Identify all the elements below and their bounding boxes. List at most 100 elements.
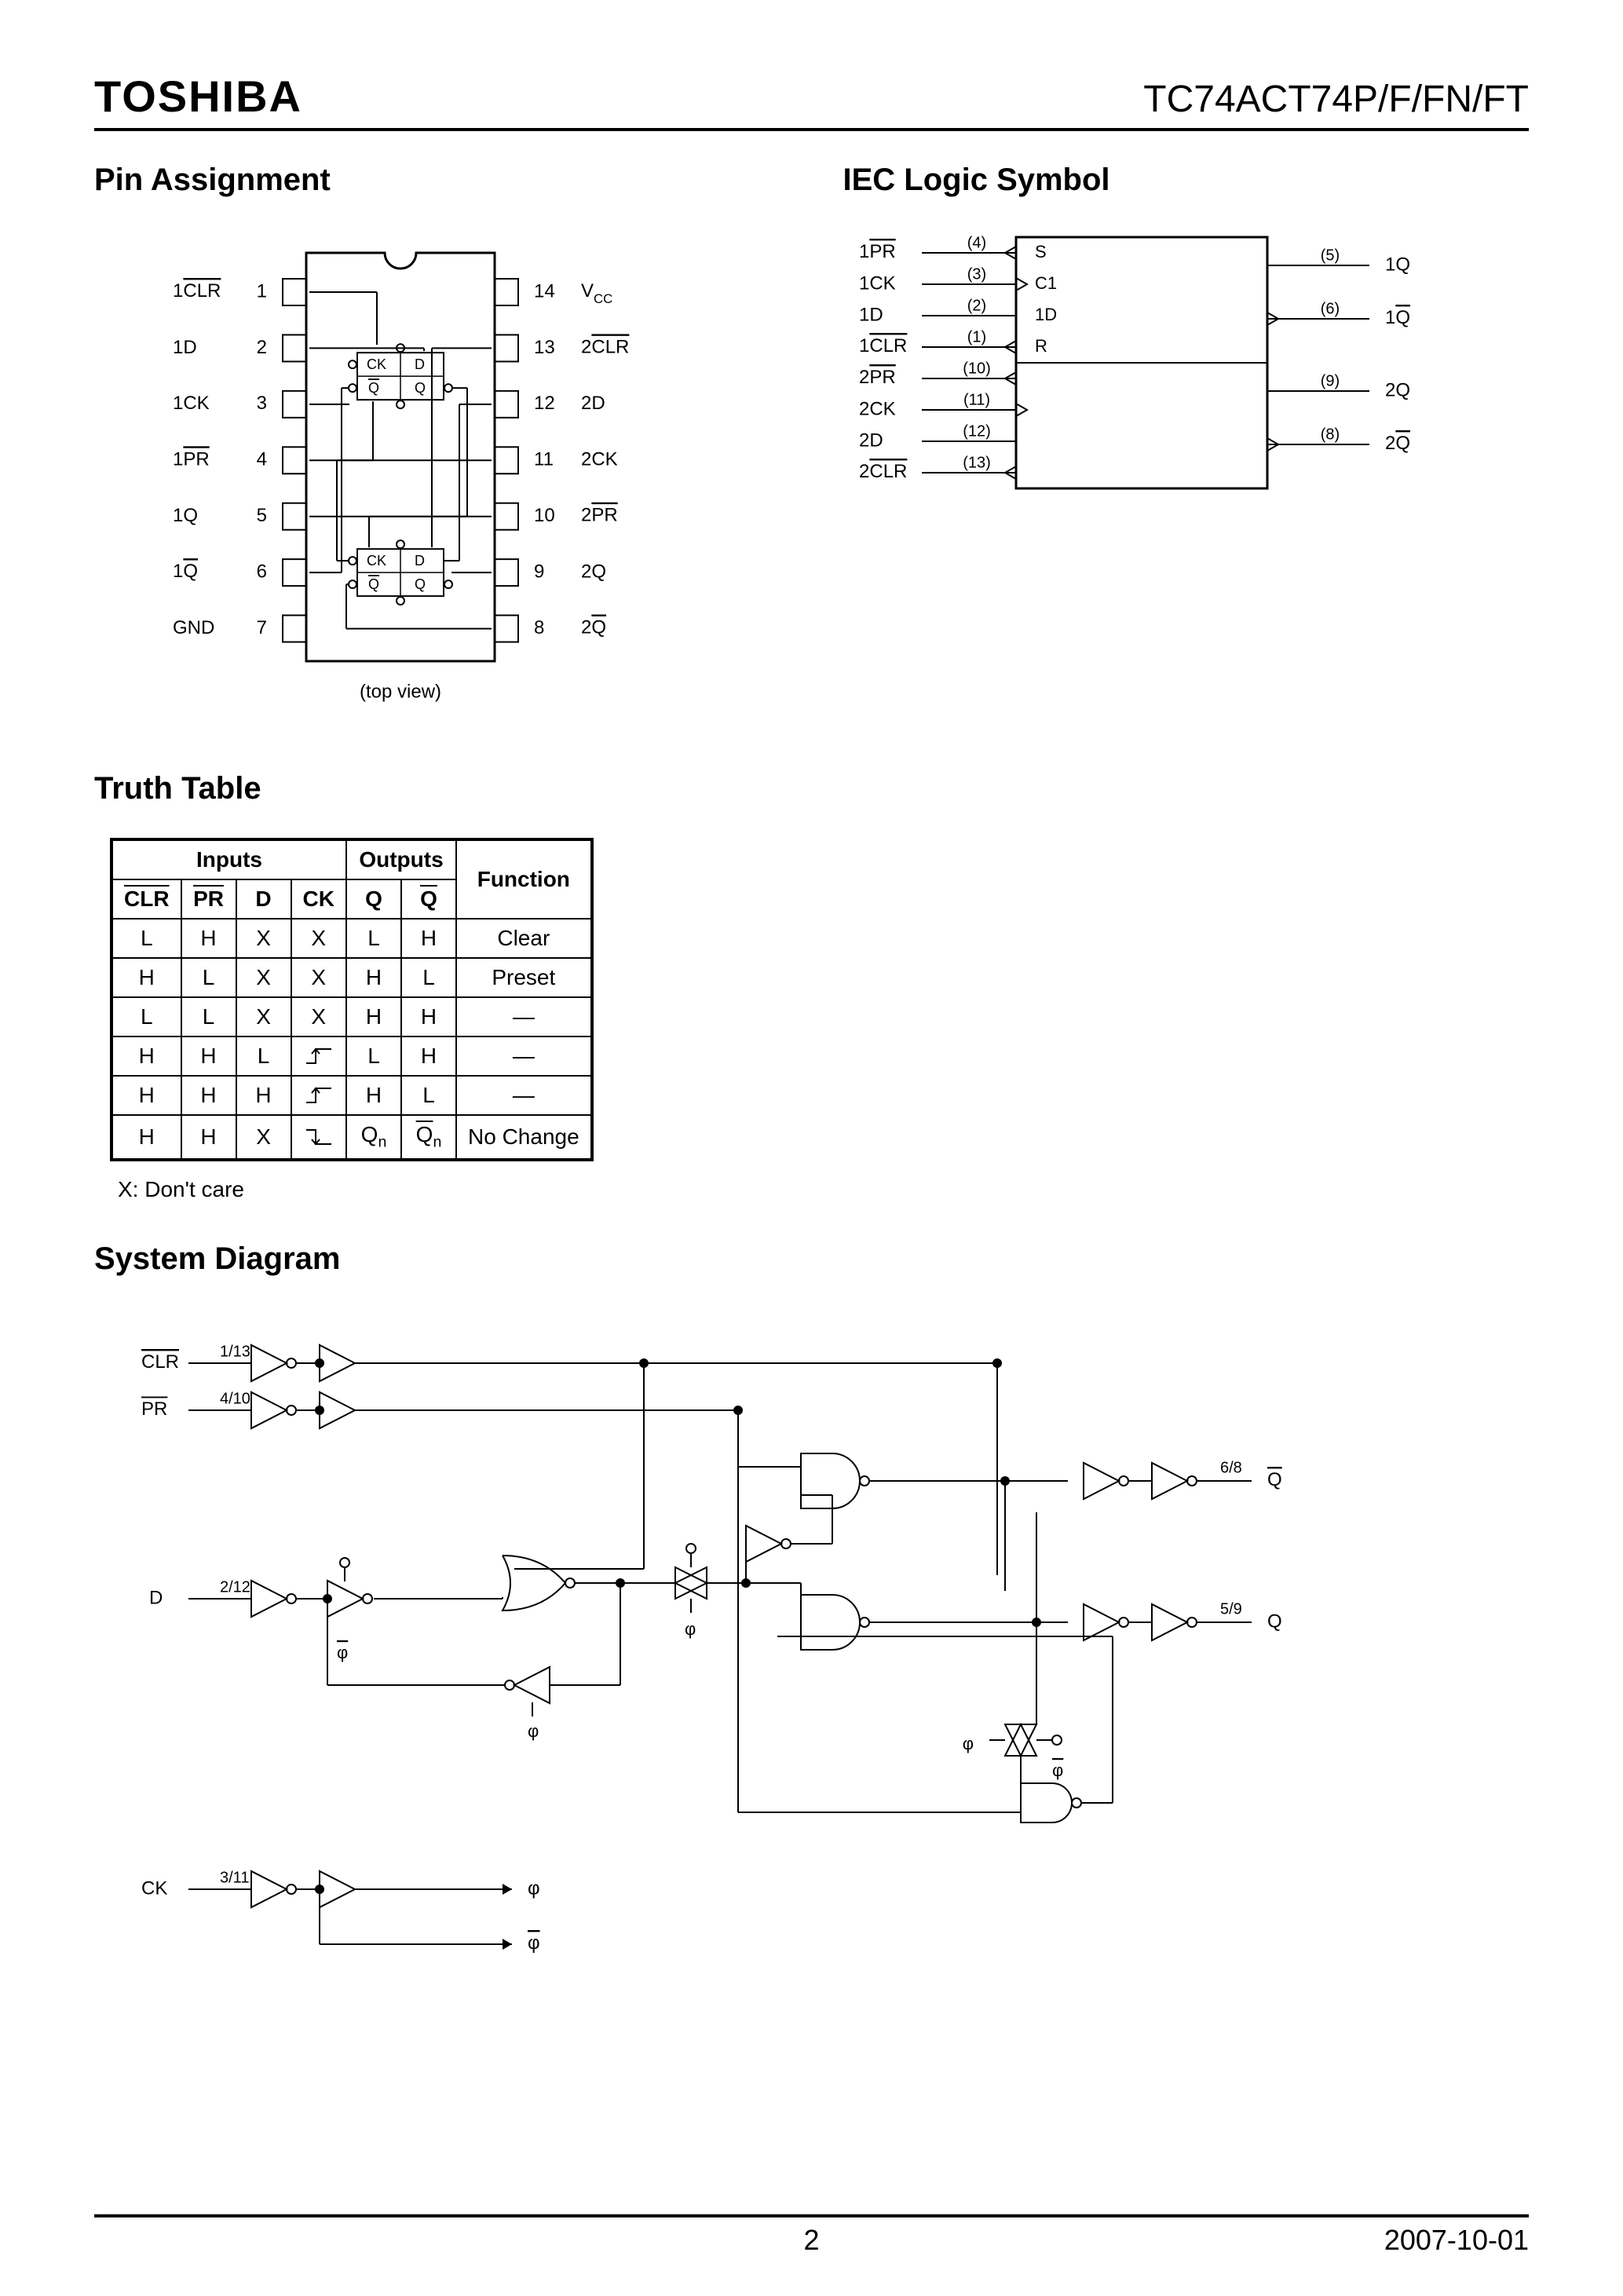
svg-text:(11): (11) [963,391,989,408]
svg-text:2/12: 2/12 [220,1578,250,1596]
svg-text:GND: GND [173,617,214,638]
svg-text:(top view): (top view) [360,681,441,702]
system-diagram: CLR 1/13 PR 4/10 D 2/12 φ φ φ φ φ 6/8 Q 5/9 Q CK 3/11 φ φ [94,1308,1351,1999]
svg-text:(2): (2) [967,297,985,314]
iec-title: IEC Logic Symbol [843,163,1530,198]
svg-text:φ: φ [685,1618,696,1638]
svg-text:4/10: 4/10 [220,1390,250,1407]
footer-rule [94,2214,1529,2217]
svg-text:11: 11 [534,449,554,470]
iec-section: IEC Logic Symbol 1PR(4)S1CK(3)C11D(2)1D1… [843,163,1530,724]
svg-text:(1): (1) [967,328,985,345]
truth-table: InputsOutputsFunctionCLRPRDCKQQLHXXLHCle… [94,838,1529,1202]
svg-text:1Q: 1Q [1385,307,1410,328]
svg-text:1PR: 1PR [859,241,896,262]
truth-table-note: X: Don't care [118,1177,1529,1202]
svg-text:(5): (5) [1320,247,1339,264]
svg-text:2D: 2D [581,393,605,414]
svg-text:7: 7 [257,617,267,638]
svg-text:φ: φ [528,1720,539,1740]
svg-text:2Q: 2Q [1385,433,1410,454]
svg-text:φ: φ [528,1877,540,1899]
svg-text:1D: 1D [1035,305,1057,324]
footer-date: 2007-10-01 [1384,2224,1529,2257]
svg-text:VCC: VCC [581,280,612,306]
svg-text:D: D [415,356,425,372]
svg-text:D: D [149,1587,163,1608]
svg-text:R: R [1035,336,1047,356]
svg-text:(9): (9) [1320,372,1339,389]
page-number: 2 [803,2224,819,2257]
svg-text:CK: CK [367,356,386,372]
svg-text:2Q: 2Q [581,561,606,582]
svg-text:2CK: 2CK [859,398,896,419]
svg-text:12: 12 [534,393,555,414]
svg-text:CK: CK [367,553,386,569]
svg-text:1/13: 1/13 [220,1343,250,1360]
svg-text:Q: Q [415,380,426,396]
svg-text:9: 9 [534,561,544,582]
svg-text:1Q: 1Q [173,505,198,526]
svg-text:3: 3 [257,393,267,414]
svg-text:10: 10 [534,505,555,526]
svg-text:3/11: 3/11 [220,1869,249,1886]
svg-text:CLR: CLR [141,1351,179,1373]
svg-text:2PR: 2PR [859,367,896,388]
svg-text:Q: Q [368,380,379,396]
svg-text:Q: Q [415,576,426,592]
system-diagram-title: System Diagram [94,1241,1529,1277]
svg-text:2CLR: 2CLR [581,337,629,358]
svg-text:4: 4 [257,449,267,470]
svg-text:φ: φ [963,1733,974,1753]
iec-diagram: 1PR(4)S1CK(3)C11D(2)1D1CLR(1)R2PR(10)2CK… [843,221,1440,504]
svg-text:8: 8 [534,617,544,638]
svg-text:1Q: 1Q [173,561,198,582]
svg-text:14: 14 [534,280,555,302]
svg-text:1CK: 1CK [173,393,210,414]
svg-text:2Q: 2Q [1385,379,1410,400]
header: TOSHIBA TC74ACT74P/F/FN/FT [94,71,1529,131]
svg-text:1D: 1D [173,337,197,358]
svg-text:(13): (13) [963,454,991,471]
part-number: TC74ACT74P/F/FN/FT [1143,78,1529,121]
svg-text:φ: φ [1052,1760,1063,1779]
svg-text:2CLR: 2CLR [859,461,907,482]
svg-text:Q: Q [1267,1610,1282,1632]
svg-text:1: 1 [257,280,267,302]
svg-text:(3): (3) [967,265,985,283]
svg-text:1PR: 1PR [173,449,210,470]
brand-logo: TOSHIBA [94,71,302,122]
footer: 2 2007-10-01 [94,2224,1529,2257]
svg-text:5/9: 5/9 [1220,1600,1242,1618]
svg-text:φ: φ [337,1642,348,1662]
svg-text:1Q: 1Q [1385,254,1410,275]
svg-text:5: 5 [257,505,267,526]
svg-text:1CLR: 1CLR [859,335,907,356]
svg-text:1CLR: 1CLR [173,280,221,302]
svg-text:13: 13 [534,337,555,358]
svg-text:φ: φ [528,1932,540,1954]
svg-text:(4): (4) [967,234,985,251]
svg-text:(12): (12) [963,422,991,440]
svg-text:2D: 2D [859,430,883,451]
svg-text:1CK: 1CK [859,272,896,294]
svg-text:2CK: 2CK [581,449,618,470]
svg-text:Q: Q [368,576,379,592]
svg-text:6/8: 6/8 [1220,1459,1242,1476]
pin-assignment-section: Pin Assignment 1 1CLR 2 1D 3 1CK 4 1PR 5 1Q 6 1Q 7 GN… [94,163,780,724]
svg-text:(8): (8) [1320,426,1339,443]
pin-assignment-diagram: 1 1CLR 2 1D 3 1CK 4 1PR 5 1Q 6 1Q 7 GND 14 VCC 13 2CLR 12 2… [94,221,691,724]
svg-text:PR: PR [141,1398,167,1420]
svg-text:2Q: 2Q [581,617,606,638]
svg-text:2PR: 2PR [581,505,618,526]
svg-text:Q: Q [1267,1469,1282,1490]
svg-text:(10): (10) [963,360,991,377]
pin-assignment-title: Pin Assignment [94,163,780,198]
svg-text:CK: CK [141,1877,167,1899]
svg-text:6: 6 [257,561,267,582]
svg-text:(6): (6) [1320,300,1339,317]
svg-text:D: D [415,553,425,569]
svg-text:S: S [1035,242,1047,261]
svg-text:2: 2 [257,337,267,358]
truth-table-title: Truth Table [94,771,1529,806]
